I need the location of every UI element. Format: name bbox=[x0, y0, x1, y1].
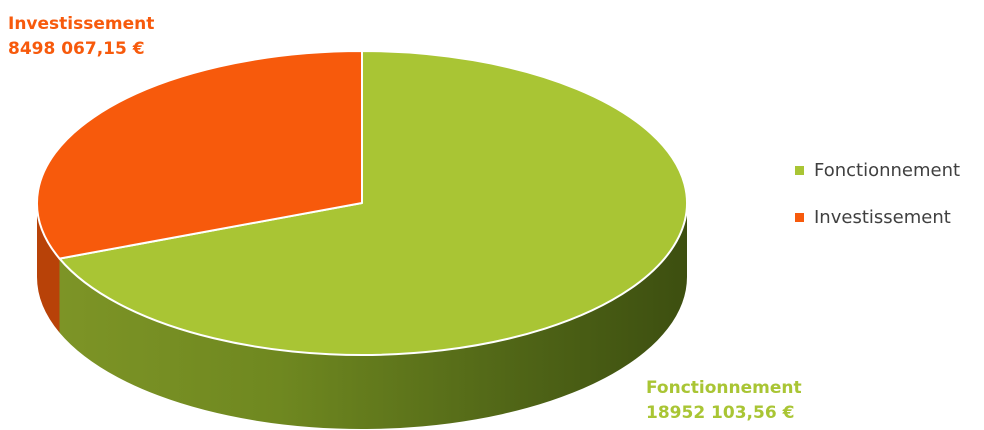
legend-label: Fonctionnement bbox=[814, 159, 961, 181]
slice-data-label-investissement: Investissement 8498 067,15 € bbox=[8, 12, 154, 62]
slice-label-name: Fonctionnement bbox=[646, 378, 802, 398]
chart-legend: Fonctionnement Investissement bbox=[795, 158, 960, 252]
legend-swatch bbox=[795, 165, 804, 175]
legend-swatch bbox=[795, 212, 804, 222]
slice-label-value: 18952 103,56 € bbox=[646, 403, 795, 423]
legend-label: Investissement bbox=[814, 206, 951, 228]
slice-side-fonctionnement bbox=[59, 203, 687, 429]
slice-label-value: 8498 067,15 € bbox=[8, 39, 145, 59]
slice-label-name: Investissement bbox=[8, 14, 155, 34]
slice-data-label-fonctionnement: Fonctionnement 18952 103,56 € bbox=[646, 376, 802, 426]
pie-slice-investissement bbox=[36, 50, 363, 260]
legend-item-fonctionnement: Fonctionnement bbox=[795, 158, 960, 182]
pie-slice-fonctionnement bbox=[58, 50, 689, 356]
slice-side-investissement bbox=[37, 203, 60, 333]
legend-item-investissement: Investissement bbox=[795, 205, 960, 229]
